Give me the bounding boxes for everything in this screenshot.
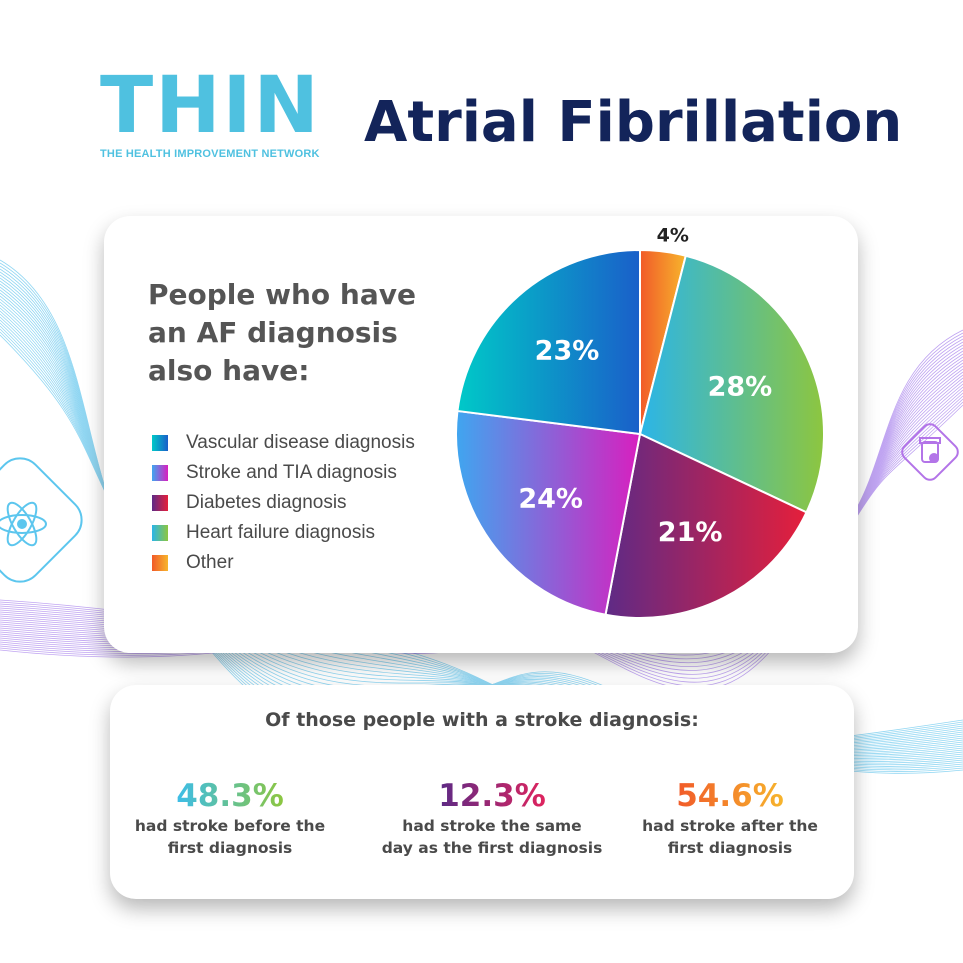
atom-icon — [0, 457, 83, 583]
stat-after-desc-line2: first diagnosis — [667, 839, 793, 857]
stat-same-day-description: had stroke the same day as the first dia… — [372, 815, 612, 859]
pie-slice-heart-failure — [638, 254, 825, 514]
legend-item-other: Other — [152, 548, 415, 578]
pie-label-heart-failure: 28% — [708, 371, 773, 402]
page-title: Atrial Fibrillation — [364, 90, 903, 155]
pie-label-other: 4% — [657, 225, 689, 247]
legend-label-diabetes: Diabetes diagnosis — [186, 492, 347, 513]
legend-item-heart-failure: Heart failure diagnosis — [152, 518, 415, 548]
pie-chart: 4% 28% 21% 24% 23% — [455, 225, 825, 619]
diagnosis-chart-card: People who have an AF diagnosis also hav… — [104, 216, 858, 653]
pie-label-vascular: 23% — [535, 336, 600, 367]
stroke-stats-card: Of those people with a stroke diagnosis:… — [110, 685, 854, 899]
pie-slice-stroke — [455, 409, 642, 616]
stats-heading: Of those people with a stroke diagnosis: — [265, 709, 699, 731]
legend-swatch-stroke — [152, 465, 168, 481]
legend-label-other: Other — [186, 552, 234, 573]
pill-bottle-icon — [901, 423, 959, 481]
stat-before-desc-line1: had stroke before the — [134, 817, 326, 835]
pie-slice-diabetes — [604, 432, 808, 619]
legend-label-heart-failure: Heart failure diagnosis — [186, 522, 376, 543]
legend-item-diabetes: Diabetes diagnosis — [152, 488, 415, 518]
stat-same-day-desc-line1: had stroke the same — [402, 817, 582, 835]
legend-label-stroke: Stroke and TIA diagnosis — [186, 462, 397, 483]
pie-slice-vascular — [456, 248, 641, 436]
stat-same-day-value: 12.3% — [438, 778, 546, 814]
stat-same-day: 12.3% had stroke the same day as the fir… — [372, 779, 612, 859]
logo-subtitle: THE HEALTH IMPROVEMENT NETWORK — [100, 148, 320, 160]
legend-item-vascular: Vascular disease diagnosis — [152, 428, 415, 458]
stat-after-description: had stroke after the first diagnosis — [610, 815, 850, 859]
legend-swatch-diabetes — [152, 495, 168, 511]
logo-text: THIN — [100, 61, 321, 151]
legend-swatch-other — [152, 555, 168, 571]
stat-before: 48.3% had stroke before the first diagno… — [110, 779, 350, 859]
stat-before-description: had stroke before the first diagnosis — [110, 815, 350, 859]
stat-same-day-desc-line2: day as the first diagnosis — [381, 839, 603, 857]
stat-after-desc-line1: had stroke after the — [642, 817, 818, 835]
stat-after-value: 54.6% — [676, 778, 784, 814]
pie-label-stroke: 24% — [518, 483, 583, 514]
legend-item-stroke: Stroke and TIA diagnosis — [152, 458, 415, 488]
pie-label-diabetes: 21% — [658, 517, 723, 548]
stat-before-desc-line2: first diagnosis — [167, 839, 293, 857]
legend-swatch-heart-failure — [152, 525, 168, 541]
stat-before-value: 48.3% — [176, 778, 284, 814]
chart-heading: People who have an AF diagnosis also hav… — [148, 278, 416, 387]
thin-logo: THIN THE HEALTH IMPROVEMENT NETWORK — [100, 66, 330, 160]
legend-swatch-vascular — [152, 435, 168, 451]
legend-label-vascular: Vascular disease diagnosis — [186, 432, 415, 453]
chart-legend: Vascular disease diagnosis Stroke and TI… — [152, 428, 415, 578]
stat-after: 54.6% had stroke after the first diagnos… — [610, 779, 850, 859]
